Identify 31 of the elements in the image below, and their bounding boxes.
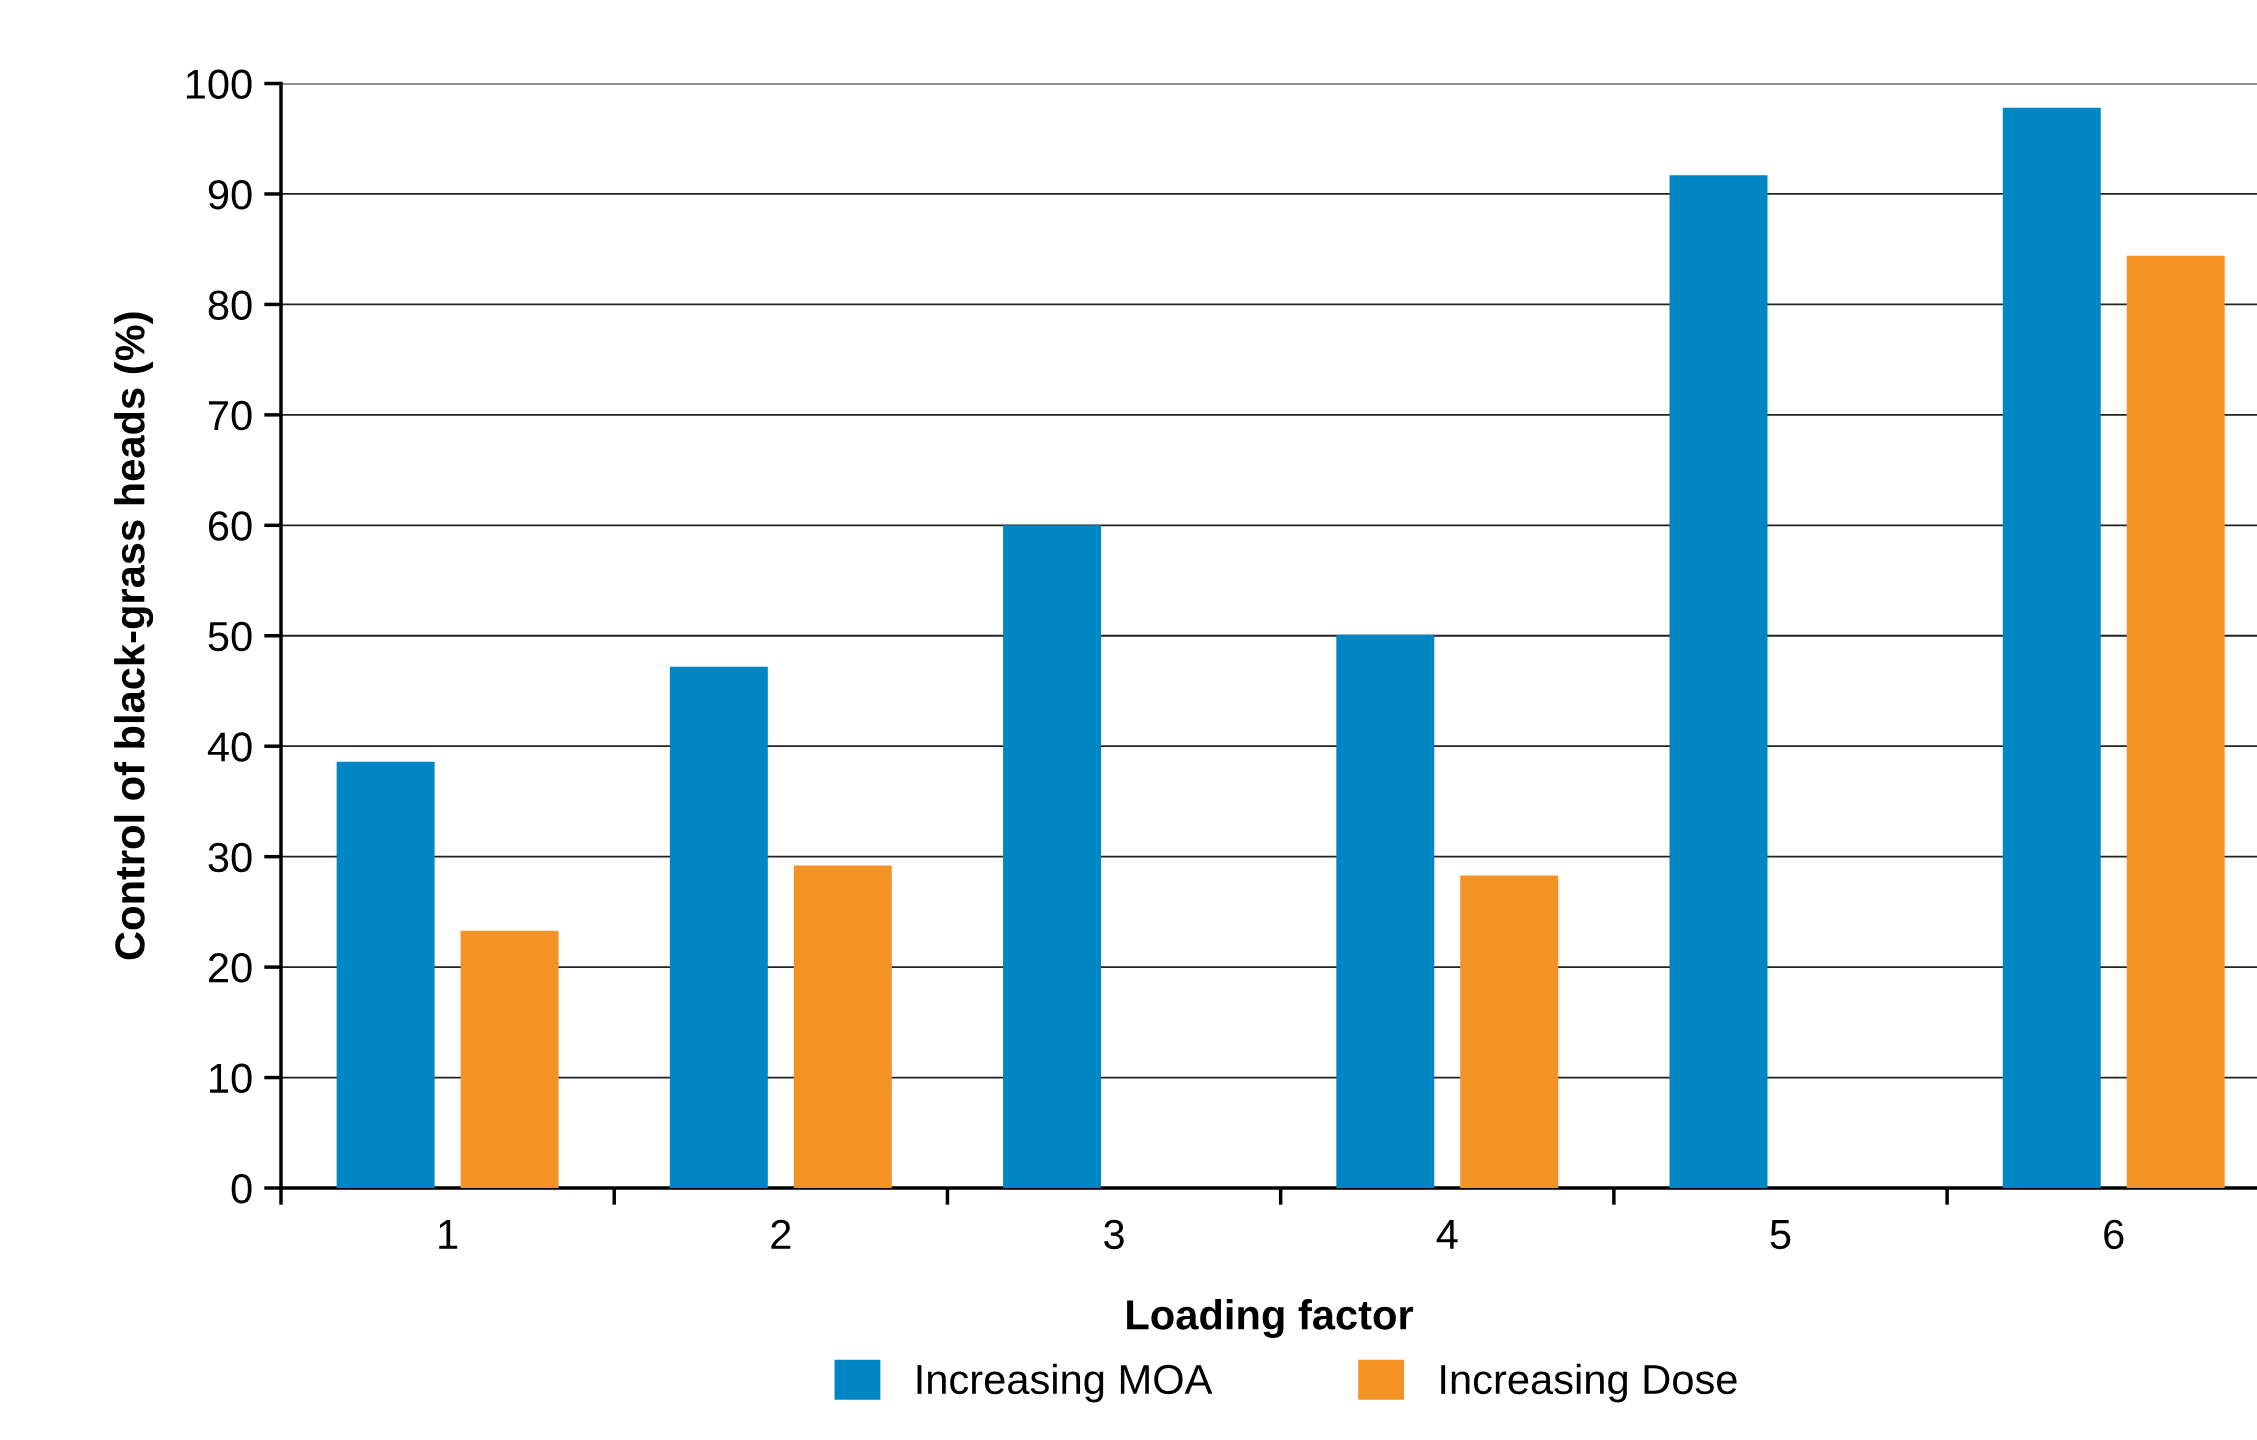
y-tick-label: 50 <box>208 621 252 652</box>
y-tick-label: 30 <box>208 842 252 873</box>
bar <box>2002 107 2101 1188</box>
x-tick-label: 5 <box>1770 1220 1791 1250</box>
bar <box>1460 875 1559 1188</box>
legend-label: Increasing Dose <box>1441 1363 1737 1403</box>
bar <box>2126 255 2225 1188</box>
bar <box>1669 175 1768 1188</box>
x-tick-label: 2 <box>771 1219 791 1249</box>
y-tick-label: 70 <box>209 400 252 431</box>
bar <box>1003 525 1102 1188</box>
x-tick-label: 1 <box>439 1220 458 1249</box>
y-tick-label: 80 <box>208 290 252 320</box>
bar <box>793 865 892 1188</box>
bar <box>460 930 559 1188</box>
x-tick-label: 3 <box>1104 1219 1124 1250</box>
x-tick-label: 4 <box>1436 1220 1458 1249</box>
y-tick-label: 60 <box>208 511 252 541</box>
y-tick-label: 0 <box>231 1174 252 1204</box>
y-tick-label: 40 <box>207 732 252 762</box>
bar <box>1336 634 1435 1188</box>
x-tick-label: 6 <box>2104 1219 2124 1250</box>
y-tick-label: 90 <box>208 179 252 210</box>
y-tick-label: 10 <box>210 1063 252 1094</box>
bar <box>669 666 768 1188</box>
legend-label: Increasing MOA <box>917 1363 1213 1403</box>
y-axis-title: Control of black-grass heads (%) <box>114 312 154 960</box>
x-axis-title: Loading factor <box>1127 1299 1414 1339</box>
y-tick-label: 20 <box>208 953 252 983</box>
y-tick-label: 100 <box>186 69 252 100</box>
bar <box>336 761 435 1188</box>
